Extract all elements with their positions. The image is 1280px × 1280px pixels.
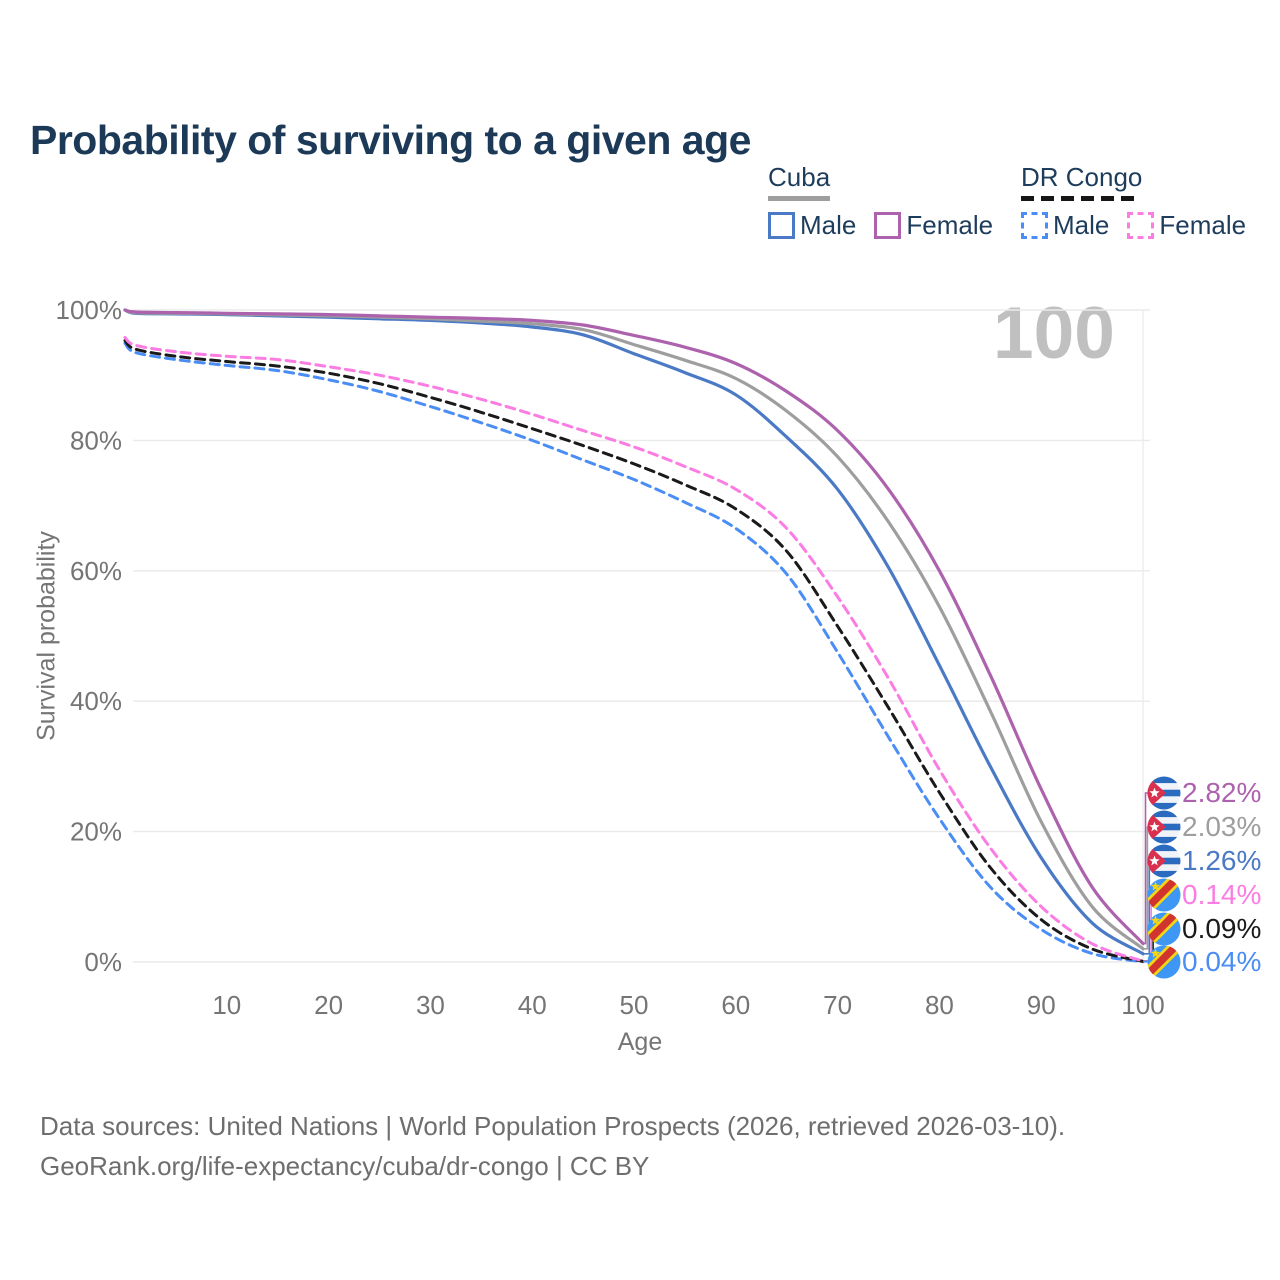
end-label-dr-congo-female: 0.14% (1182, 879, 1261, 910)
x-tick-label-90: 90 (1027, 990, 1056, 1020)
attribution-text: GeoRank.org/life-expectancy/cuba/dr-cong… (40, 1151, 650, 1181)
legend-item-dr-congo-male: Male (1021, 210, 1109, 241)
cuba-flag-icon (1147, 810, 1181, 844)
x-tick-label-10: 10 (212, 990, 241, 1020)
dr-congo-flag-icon (1147, 945, 1181, 979)
dr-congo-female-swatch (1127, 212, 1155, 239)
legend-item-dr-congo-female: Female (1127, 210, 1246, 241)
series-line-dr-congo-male (123, 341, 1145, 964)
dr-congo-male-swatch (1021, 212, 1048, 239)
page-title: Probability of surviving to a given age (30, 117, 751, 164)
end-label-dr-congo-male: 0.04% (1182, 946, 1261, 977)
x-axis-title: Age (617, 1028, 663, 1056)
end-label-cuba-female: 2.82% (1182, 777, 1261, 808)
y-tick-label-40: 40% (70, 686, 122, 716)
end-connector-cuba-female (1143, 792, 1148, 945)
footer: Data sources: United Nations | World Pop… (40, 1106, 1065, 1186)
series-line-dr-congo-female (123, 335, 1145, 963)
star-glyph (1150, 915, 1161, 925)
star-glyph (1149, 787, 1160, 798)
cuba-flag-icon (1147, 776, 1181, 810)
end-label-cuba-both-sexes: 2.03% (1182, 811, 1261, 842)
y-tick-label-0: 0% (84, 947, 122, 977)
cuba-flag-icon (1147, 844, 1181, 878)
legend-item-cuba-female: Female (874, 210, 993, 241)
x-tick-label-20: 20 (314, 990, 343, 1020)
dr-congo-female-label: Female (1159, 210, 1247, 240)
legend-title-dr-congo: DR Congo (1021, 162, 1143, 192)
x-tick-label-40: 40 (518, 990, 547, 1020)
x-tick-label-60: 60 (721, 990, 750, 1020)
legend-item-cuba-male: Male (768, 210, 856, 241)
series-line-cuba-female (123, 308, 1145, 946)
end-label-dr-congo-both-sexes: 0.09% (1182, 913, 1261, 944)
star-glyph (1149, 855, 1160, 866)
star-glyph (1150, 948, 1161, 958)
dr-congo-dashed-line-sample (1021, 196, 1137, 201)
legend-group-dr-congo: DR Congo Male Female (1021, 162, 1246, 241)
cuba-female-swatch (874, 212, 902, 239)
data-sources-text: Data sources: United Nations | World Pop… (40, 1111, 1066, 1141)
x-tick-label-70: 70 (823, 990, 852, 1020)
y-tick-label-20: 20% (70, 817, 122, 847)
watermark-age-100: 100 (993, 293, 1115, 374)
series-line-cuba-male (123, 308, 1145, 956)
cuba-female-label: Female (906, 210, 994, 240)
x-tick-label-100: 100 (1121, 990, 1164, 1020)
cuba-solid-line-sample (768, 196, 830, 201)
y-tick-label-60: 60% (70, 556, 122, 586)
star-glyph (1149, 821, 1160, 832)
series-line-cuba-both-sexes (123, 308, 1145, 951)
end-label-cuba-male: 1.26% (1182, 845, 1261, 876)
y-axis-title: Survival probability (32, 531, 61, 741)
legend-group-cuba: Cuba Male Female (768, 162, 993, 241)
cuba-male-swatch (768, 212, 795, 239)
y-tick-label-100: 100% (56, 295, 123, 325)
dr-congo-flag-icon (1147, 912, 1181, 946)
x-tick-label-50: 50 (620, 990, 649, 1020)
series-line-dr-congo-both-sexes (123, 339, 1145, 963)
star-glyph (1150, 881, 1161, 891)
y-tick-label-80: 80% (70, 425, 122, 455)
legend-title-cuba: Cuba (768, 162, 831, 192)
cuba-male-label: Male (800, 210, 857, 240)
dr-congo-flag-icon (1147, 878, 1181, 912)
end-connector-cuba-both-sexes (1143, 826, 1149, 950)
x-tick-label-30: 30 (416, 990, 445, 1020)
x-tick-label-80: 80 (925, 990, 954, 1020)
dr-congo-male-label: Male (1053, 210, 1110, 240)
